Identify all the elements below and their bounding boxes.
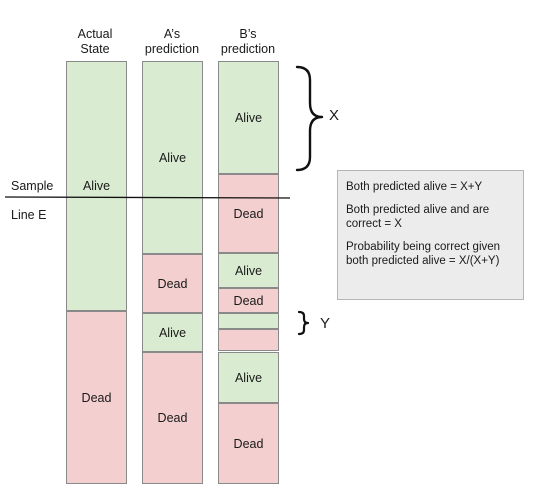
b-alive-block-2: Alive bbox=[218, 253, 279, 288]
b-dead-block-4: Dead bbox=[218, 403, 279, 484]
a-prediction-column: Alive Dead Alive Dead bbox=[142, 61, 203, 484]
actual-alive-block: Alive bbox=[66, 61, 127, 311]
sample-label: Sample bbox=[11, 179, 54, 193]
note-both-alive: Both predicted alive = X+Y bbox=[346, 181, 483, 193]
y-curly-bracket bbox=[297, 310, 310, 336]
a-dead-block-2: Dead bbox=[142, 352, 203, 484]
note-probability: Probability being correct given both pre… bbox=[346, 241, 501, 267]
actual-state-header: Actual State bbox=[77, 27, 113, 56]
a-dead-block-1: Dead bbox=[142, 254, 203, 313]
b-prediction-header: B’s prediction bbox=[220, 27, 276, 56]
a-alive-block-1: Alive bbox=[142, 61, 203, 254]
b-prediction-column: Alive Dead Alive Dead Alive Dead bbox=[218, 61, 279, 484]
b-dead-block-3 bbox=[218, 329, 279, 351]
a-prediction-header: A’s prediction bbox=[144, 27, 200, 56]
line-e-label: Line E bbox=[11, 208, 47, 222]
b-alive-block-1: Alive bbox=[218, 61, 279, 174]
explanation-box: Both predicted alive = X+Y Both predicte… bbox=[337, 170, 524, 300]
sample-line bbox=[4, 196, 291, 199]
actual-state-column: Alive Dead bbox=[66, 61, 127, 484]
note-both-alive-correct: Both predicted alive and are correct = X bbox=[346, 204, 490, 230]
b-dead-block-1: Dead bbox=[218, 174, 279, 253]
b-alive-block-y bbox=[218, 313, 279, 329]
x-curly-bracket bbox=[295, 65, 324, 172]
a-alive-block-2: Alive bbox=[142, 313, 203, 352]
b-dead-block-2: Dead bbox=[218, 288, 279, 313]
b-alive-block-3: Alive bbox=[218, 352, 279, 403]
y-bracket-label: Y bbox=[320, 315, 331, 332]
x-bracket-label: X bbox=[329, 107, 340, 124]
actual-dead-block: Dead bbox=[66, 311, 127, 484]
